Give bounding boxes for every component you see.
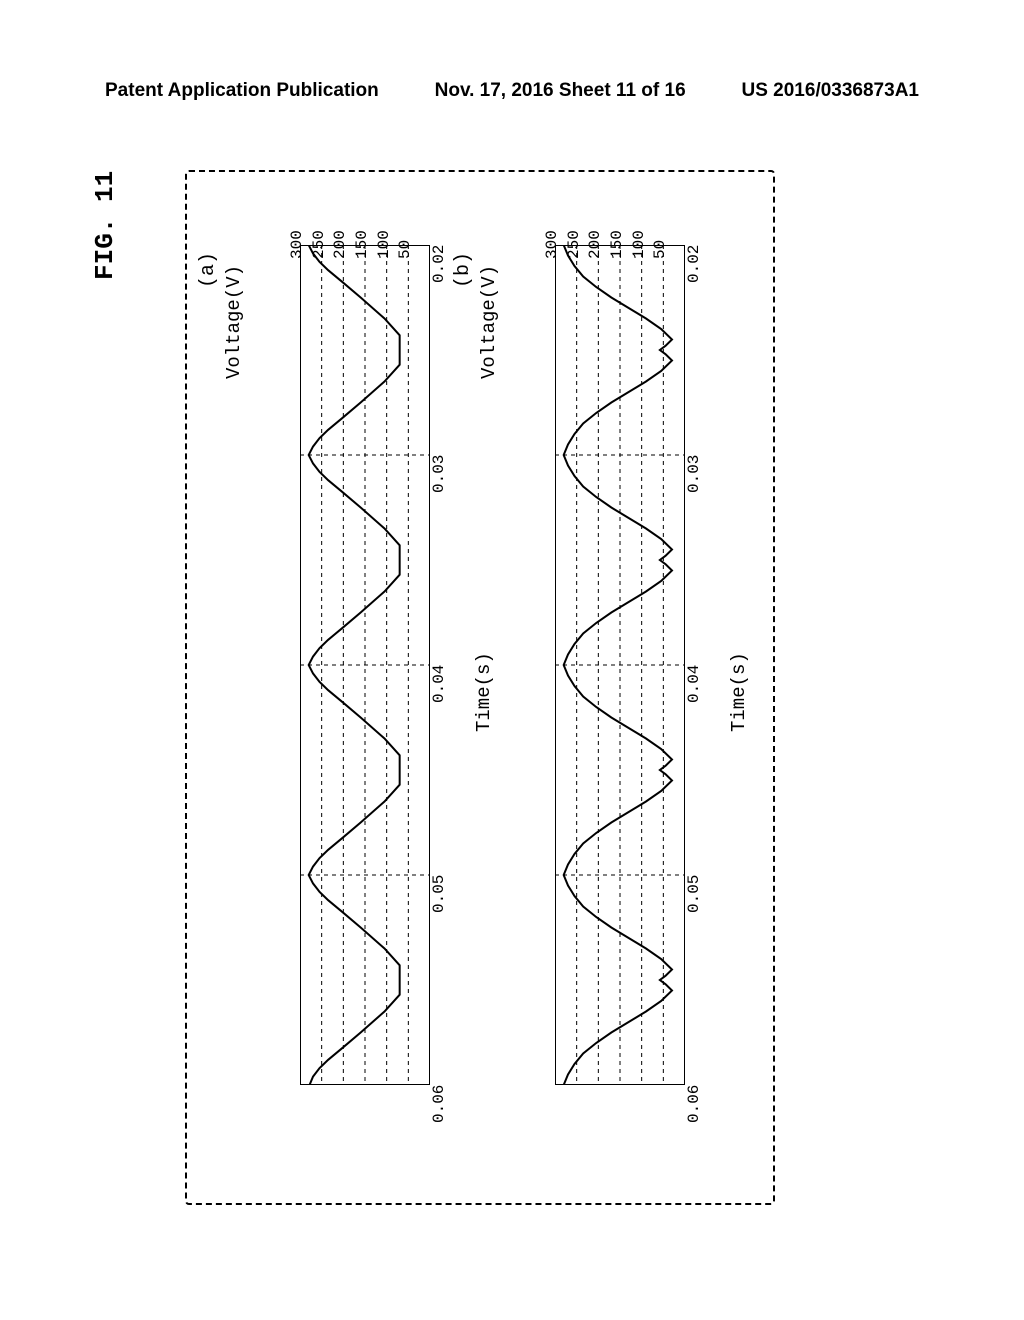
xtick: 0.03	[430, 455, 448, 493]
xtick: 0.04	[685, 665, 703, 703]
ytick: 50	[396, 240, 414, 259]
ytick: 100	[375, 230, 393, 259]
ytick: 50	[651, 240, 669, 259]
panel-b: (b) Voltage(V) Time(s)	[555, 245, 685, 1090]
xtick: 0.04	[430, 665, 448, 703]
figure-label: FIG. 11	[90, 171, 120, 280]
chart-a	[300, 245, 430, 1085]
ytick: 200	[331, 230, 349, 259]
panel-a-label: (a)	[197, 252, 220, 288]
header-left: Patent Application Publication	[105, 80, 379, 102]
xtick: 0.05	[685, 875, 703, 913]
chart-b	[555, 245, 685, 1085]
ytick: 200	[586, 230, 604, 259]
xtick: 0.03	[685, 455, 703, 493]
panel-a-xlabel: Time(s)	[473, 652, 495, 732]
panel-a-ylabel: Voltage(V)	[223, 265, 245, 379]
header-right: US 2016/0336873A1	[742, 80, 919, 102]
xtick: 0.06	[430, 1085, 448, 1123]
xtick: 0.06	[685, 1085, 703, 1123]
panel-a: (a) Voltage(V) Time(s)	[300, 245, 430, 1090]
panel-b-label: (b)	[452, 252, 475, 288]
ytick: 300	[543, 230, 561, 259]
page-header: Patent Application Publication Nov. 17, …	[0, 80, 1024, 102]
xtick: 0.02	[685, 245, 703, 283]
xtick: 0.05	[430, 875, 448, 913]
ytick: 100	[630, 230, 648, 259]
panel-b-xlabel: Time(s)	[728, 652, 750, 732]
panel-b-ylabel: Voltage(V)	[478, 265, 500, 379]
ytick: 250	[565, 230, 583, 259]
ytick: 150	[608, 230, 626, 259]
ytick: 150	[353, 230, 371, 259]
ytick: 300	[288, 230, 306, 259]
header-center: Nov. 17, 2016 Sheet 11 of 16	[435, 80, 686, 102]
ytick: 250	[310, 230, 328, 259]
xtick: 0.02	[430, 245, 448, 283]
